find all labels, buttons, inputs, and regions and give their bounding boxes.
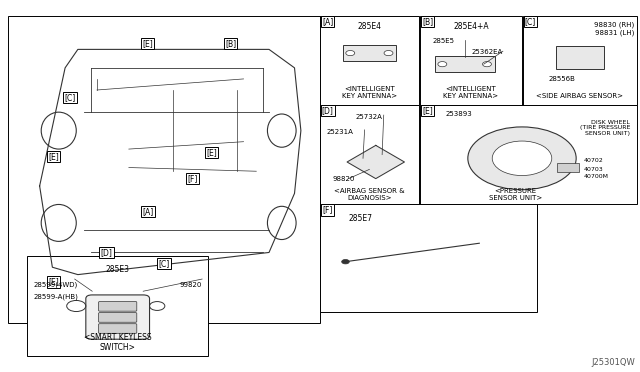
- Polygon shape: [347, 145, 404, 179]
- Text: <AIRBAG SENSOR &
DIAGNOSIS>: <AIRBAG SENSOR & DIAGNOSIS>: [334, 188, 404, 201]
- Bar: [320, 105, 419, 205]
- FancyBboxPatch shape: [342, 45, 396, 61]
- Text: 98830 (RH)
98831 (LH): 98830 (RH) 98831 (LH): [594, 22, 634, 36]
- FancyBboxPatch shape: [435, 56, 495, 72]
- Circle shape: [384, 51, 393, 56]
- Text: J25301QW: J25301QW: [591, 358, 636, 367]
- FancyBboxPatch shape: [99, 312, 137, 322]
- Bar: [320, 205, 537, 311]
- Bar: [420, 105, 637, 205]
- Text: [F]: [F]: [188, 174, 198, 183]
- Circle shape: [346, 51, 355, 56]
- Text: DISK WHEEL
(TIRE PRESSURE
SENSOR UNIT): DISK WHEEL (TIRE PRESSURE SENSOR UNIT): [580, 119, 630, 136]
- FancyBboxPatch shape: [556, 46, 604, 69]
- Text: [A]: [A]: [322, 17, 333, 26]
- Circle shape: [342, 260, 349, 264]
- Text: <SMART KEYLESS
SWITCH>: <SMART KEYLESS SWITCH>: [84, 333, 152, 352]
- FancyBboxPatch shape: [557, 163, 579, 172]
- Text: [C]: [C]: [525, 17, 536, 26]
- FancyBboxPatch shape: [86, 295, 150, 339]
- Text: 28556B: 28556B: [548, 76, 575, 82]
- Bar: [27, 256, 209, 356]
- Text: 285E4+A: 285E4+A: [453, 22, 489, 31]
- Text: 25362EA: 25362EA: [471, 49, 502, 55]
- Text: [A]: [A]: [142, 207, 154, 217]
- Circle shape: [483, 62, 492, 67]
- Circle shape: [468, 127, 576, 190]
- Bar: [523, 16, 637, 105]
- Text: 98820: 98820: [333, 176, 355, 182]
- Circle shape: [438, 62, 447, 67]
- Bar: [320, 16, 419, 105]
- Text: [D]: [D]: [100, 248, 113, 257]
- Text: 285E7: 285E7: [349, 214, 372, 223]
- Bar: [8, 16, 320, 323]
- Bar: [420, 16, 522, 105]
- Text: [E]: [E]: [206, 148, 217, 157]
- Text: 40702: 40702: [584, 158, 604, 163]
- Text: <SIDE AIRBAG SENSOR>: <SIDE AIRBAG SENSOR>: [536, 93, 623, 99]
- Text: 285E3: 285E3: [106, 265, 130, 275]
- Text: 285E4: 285E4: [357, 22, 381, 31]
- Text: 40703: 40703: [584, 167, 604, 172]
- Text: [E]: [E]: [143, 39, 154, 48]
- Text: <INTELLIGENT
KEY ANTENNA>: <INTELLIGENT KEY ANTENNA>: [342, 86, 397, 99]
- Text: [E]: [E]: [422, 106, 433, 115]
- FancyBboxPatch shape: [99, 324, 137, 333]
- Text: [C]: [C]: [65, 93, 76, 102]
- Text: [C]: [C]: [158, 259, 170, 268]
- Text: 99820: 99820: [180, 282, 202, 288]
- Text: 25231A: 25231A: [326, 129, 353, 135]
- Text: 40700M: 40700M: [584, 174, 609, 179]
- Text: <PRESSURE
SENSOR UNIT>: <PRESSURE SENSOR UNIT>: [489, 188, 542, 201]
- Text: 285E5: 285E5: [433, 38, 455, 44]
- Text: 253893: 253893: [445, 112, 472, 118]
- Text: [E]: [E]: [48, 152, 59, 161]
- Text: [D]: [D]: [322, 106, 333, 115]
- Circle shape: [492, 141, 552, 176]
- Text: 28599-A(HB): 28599-A(HB): [33, 293, 78, 299]
- Text: 25732A: 25732A: [355, 114, 382, 120]
- Text: [B]: [B]: [422, 17, 433, 26]
- Text: [F]: [F]: [323, 205, 333, 215]
- Text: [E]: [E]: [48, 278, 59, 286]
- Text: <INTELLIGENT
KEY ANTENNA>: <INTELLIGENT KEY ANTENNA>: [444, 86, 499, 99]
- FancyBboxPatch shape: [99, 302, 137, 311]
- Text: [B]: [B]: [225, 39, 236, 48]
- Text: 28599(4WD): 28599(4WD): [33, 282, 77, 289]
